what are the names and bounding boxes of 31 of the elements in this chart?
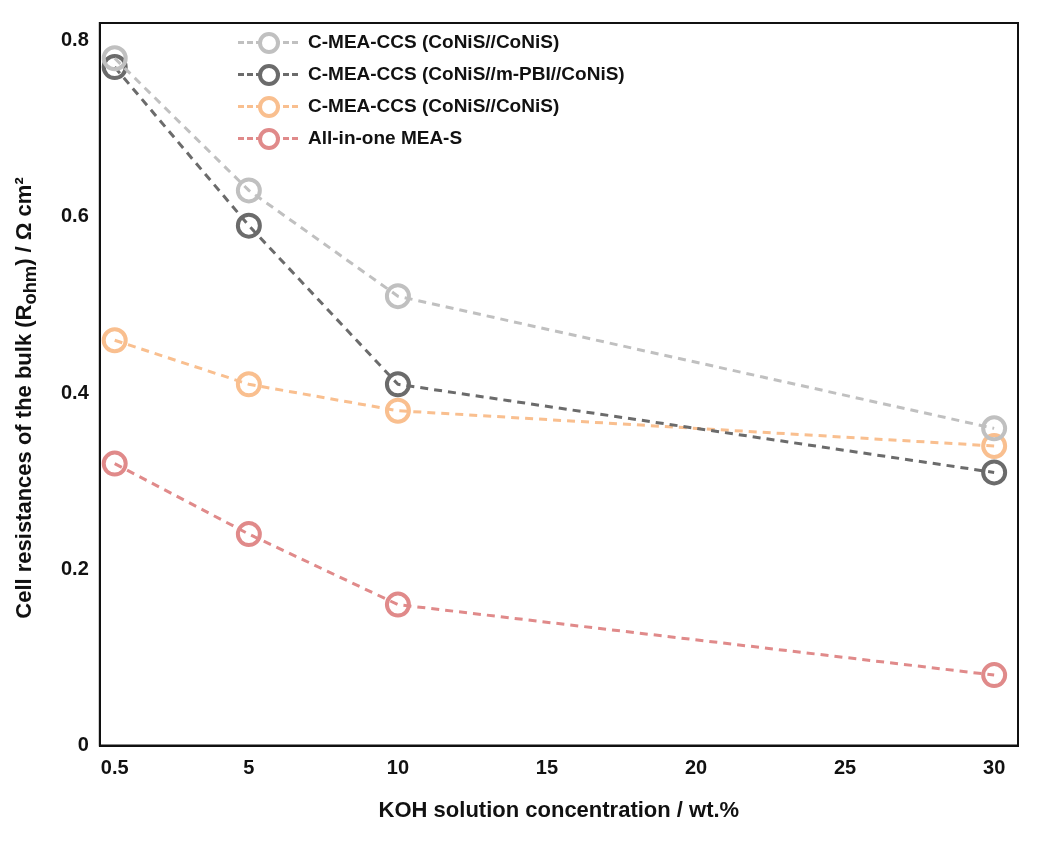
point bbox=[101, 45, 128, 72]
point bbox=[981, 662, 1008, 689]
x-tick-label: 10 bbox=[386, 756, 410, 779]
point bbox=[235, 521, 262, 548]
point bbox=[384, 371, 411, 398]
point bbox=[981, 415, 1008, 442]
x-tick-label: 25 bbox=[833, 756, 857, 779]
y-tick-label: 0.4 bbox=[60, 380, 90, 403]
point bbox=[384, 591, 411, 618]
point bbox=[981, 459, 1008, 486]
x-axis-title: KOH solution concentration / wt.% bbox=[378, 796, 740, 822]
x-tick-label: 5 bbox=[243, 756, 255, 779]
x-tick-label: 0.5 bbox=[100, 756, 129, 779]
legend-label: C-MEA-CCS (CoNiS//CoNiS) bbox=[308, 95, 560, 117]
point bbox=[235, 371, 262, 398]
legend-label: C-MEA-CCS (CoNiS//m-PBI//CoNiS) bbox=[308, 63, 625, 85]
point bbox=[101, 450, 128, 477]
point bbox=[101, 327, 128, 354]
y-tick-label: 0 bbox=[77, 733, 89, 756]
point bbox=[235, 212, 262, 239]
y-tick-label: 0.2 bbox=[60, 556, 89, 579]
y-tick-label: 0.8 bbox=[60, 28, 89, 51]
point bbox=[384, 283, 411, 310]
legend-label: All-in-one MEA-S bbox=[308, 127, 463, 149]
point bbox=[384, 397, 411, 424]
y-tick-label: 0.6 bbox=[60, 204, 89, 227]
x-tick-label: 15 bbox=[535, 756, 559, 779]
x-tick-label: 30 bbox=[983, 756, 1006, 779]
legend-label: C-MEA-CCS (CoNiS//CoNiS) bbox=[308, 31, 560, 53]
point bbox=[235, 177, 262, 204]
x-tick-label: 20 bbox=[684, 756, 708, 779]
